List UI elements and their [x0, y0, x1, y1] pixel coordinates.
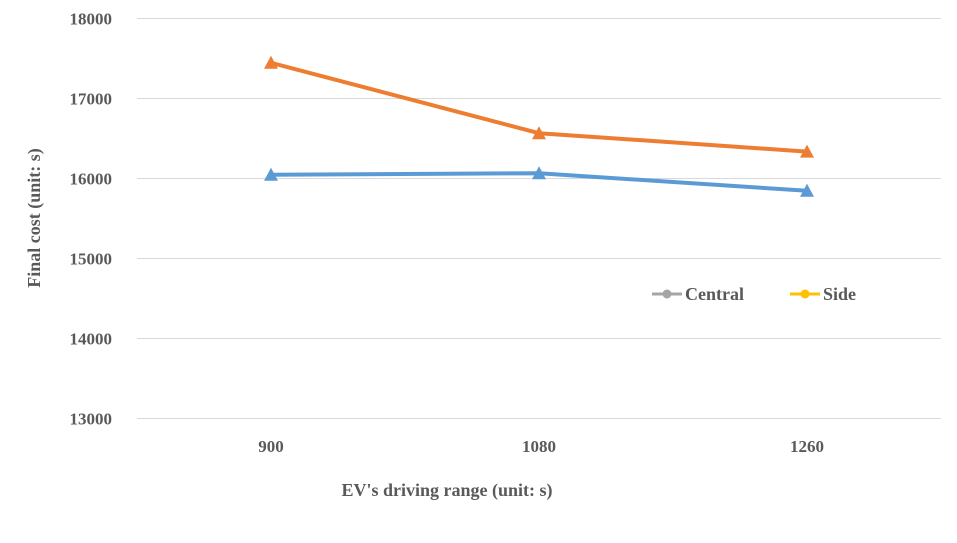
- x-tick-label: 1260: [790, 437, 824, 456]
- x-axis-title: EV's driving range (unit: s): [341, 480, 552, 501]
- gridlines: [137, 18, 941, 419]
- data-point-central: [800, 183, 814, 197]
- data-point-side: [264, 55, 278, 69]
- legend-marker-side: [800, 289, 810, 299]
- series-group: [264, 55, 814, 197]
- y-tick-label: 16000: [70, 170, 113, 189]
- x-tick-label: 1080: [522, 437, 556, 456]
- y-axis-title: Final cost (unit: s): [24, 148, 45, 288]
- legend: Central Side: [652, 284, 856, 304]
- y-tick-label: 17000: [70, 90, 113, 109]
- y-tick-labels: 13000 14000 15000 16000 17000 18000: [70, 10, 113, 429]
- legend-marker-central: [662, 289, 672, 299]
- y-tick-label: 14000: [70, 330, 113, 349]
- legend-label-side: Side: [823, 284, 856, 304]
- y-tick-label: 18000: [70, 10, 113, 29]
- data-point-side: [800, 144, 814, 158]
- data-point-central: [532, 166, 546, 180]
- data-point-central: [264, 167, 278, 181]
- x-tick-labels: 900 1080 1260: [258, 437, 824, 456]
- x-tick-label: 900: [258, 437, 284, 456]
- y-tick-label: 15000: [70, 250, 113, 269]
- y-tick-label: 13000: [70, 410, 113, 429]
- data-point-side: [532, 126, 546, 140]
- legend-label-central: Central: [685, 284, 744, 304]
